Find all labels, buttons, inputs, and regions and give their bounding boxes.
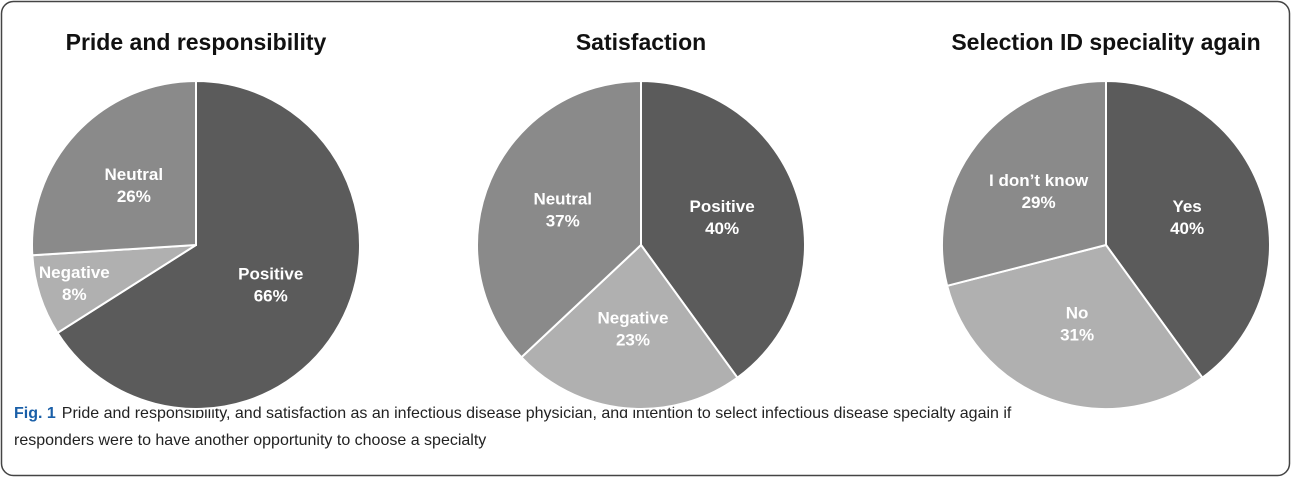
pie-slice (31, 79, 197, 257)
slice-value: 29% (1022, 193, 1056, 212)
slice-value: 40% (705, 219, 739, 238)
slice-value: 40% (1170, 219, 1204, 238)
slice-value: 31% (1060, 326, 1094, 345)
chart-title: Satisfaction (576, 29, 706, 55)
slice-value: 26% (117, 187, 151, 206)
caption: Fig. 1 Pride and responsibility, and sati… (14, 405, 1012, 422)
chart-title: Pride and responsibility (66, 29, 327, 55)
slice-category: Positive (238, 265, 303, 284)
caption-label: Fig. 1 (14, 405, 56, 422)
slice-value: 8% (62, 285, 87, 304)
pie-slice (941, 79, 1107, 288)
slice-category: Negative (39, 263, 110, 282)
pie-slice (1105, 79, 1271, 380)
pie-slice (56, 79, 361, 410)
caption-text: responders were to have another opportun… (14, 432, 486, 449)
pie-slice (476, 79, 642, 359)
pie-slice (945, 243, 1204, 410)
pie-slice (640, 79, 806, 380)
chart-title: Selection ID speciality again (951, 29, 1260, 55)
slice-category: Negative (598, 308, 669, 327)
slice-category: Positive (690, 197, 755, 216)
slice-value: 66% (254, 287, 288, 306)
slice-category: No (1066, 304, 1089, 323)
caption-text: Pride and responsibility, and satisfacti… (62, 405, 1012, 422)
slice-category: I don’t know (989, 171, 1089, 190)
slice-category: Neutral (105, 165, 164, 184)
slice-value: 37% (546, 212, 580, 231)
slice-value: 23% (616, 330, 650, 349)
slice-category: Neutral (533, 190, 592, 209)
pie-slice (520, 243, 739, 410)
slice-category: Yes (1172, 197, 1201, 216)
